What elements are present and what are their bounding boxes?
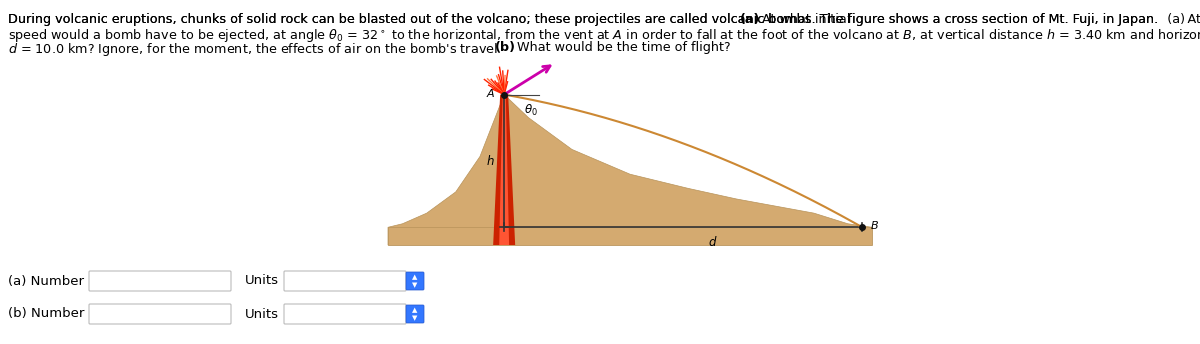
Text: At what initial: At what initial <box>758 13 851 26</box>
Polygon shape <box>499 95 509 245</box>
Text: (b) Number: (b) Number <box>8 308 84 321</box>
FancyBboxPatch shape <box>89 271 230 291</box>
Polygon shape <box>493 95 515 245</box>
Text: Units: Units <box>245 275 278 288</box>
Text: Units: Units <box>245 308 278 321</box>
FancyBboxPatch shape <box>89 304 230 324</box>
Text: ▼: ▼ <box>413 315 418 321</box>
FancyBboxPatch shape <box>284 271 406 291</box>
Text: (a): (a) <box>740 13 761 26</box>
FancyBboxPatch shape <box>406 305 424 323</box>
Text: ▲: ▲ <box>413 274 418 280</box>
Text: (b): (b) <box>496 41 516 54</box>
Text: $d$: $d$ <box>708 235 718 249</box>
FancyBboxPatch shape <box>406 272 424 290</box>
FancyBboxPatch shape <box>284 304 406 324</box>
Polygon shape <box>388 227 872 245</box>
Polygon shape <box>388 95 872 245</box>
Text: $B$: $B$ <box>870 219 880 231</box>
Text: (a) Number: (a) Number <box>8 275 84 288</box>
Text: $d$ = 10.0 km? Ignore, for the moment, the effects of air on the bomb's travel.: $d$ = 10.0 km? Ignore, for the moment, t… <box>8 41 503 58</box>
Text: speed would a bomb have to be ejected, at angle $\theta_0$ = 32$^\circ$ to the h: speed would a bomb have to be ejected, a… <box>8 27 1200 44</box>
Text: ▼: ▼ <box>413 282 418 288</box>
Text: During volcanic eruptions, chunks of solid rock can be blasted out of the volcan: During volcanic eruptions, chunks of sol… <box>8 13 1163 26</box>
Text: ▲: ▲ <box>413 307 418 313</box>
Text: $h$: $h$ <box>486 154 494 168</box>
Text: What would be the time of flight?: What would be the time of flight? <box>514 41 731 54</box>
Text: During volcanic eruptions, chunks of solid rock can be blasted out of the volcan: During volcanic eruptions, chunks of sol… <box>8 13 1200 26</box>
Text: $A$: $A$ <box>486 87 496 98</box>
Text: $\theta_0$: $\theta_0$ <box>524 103 538 118</box>
